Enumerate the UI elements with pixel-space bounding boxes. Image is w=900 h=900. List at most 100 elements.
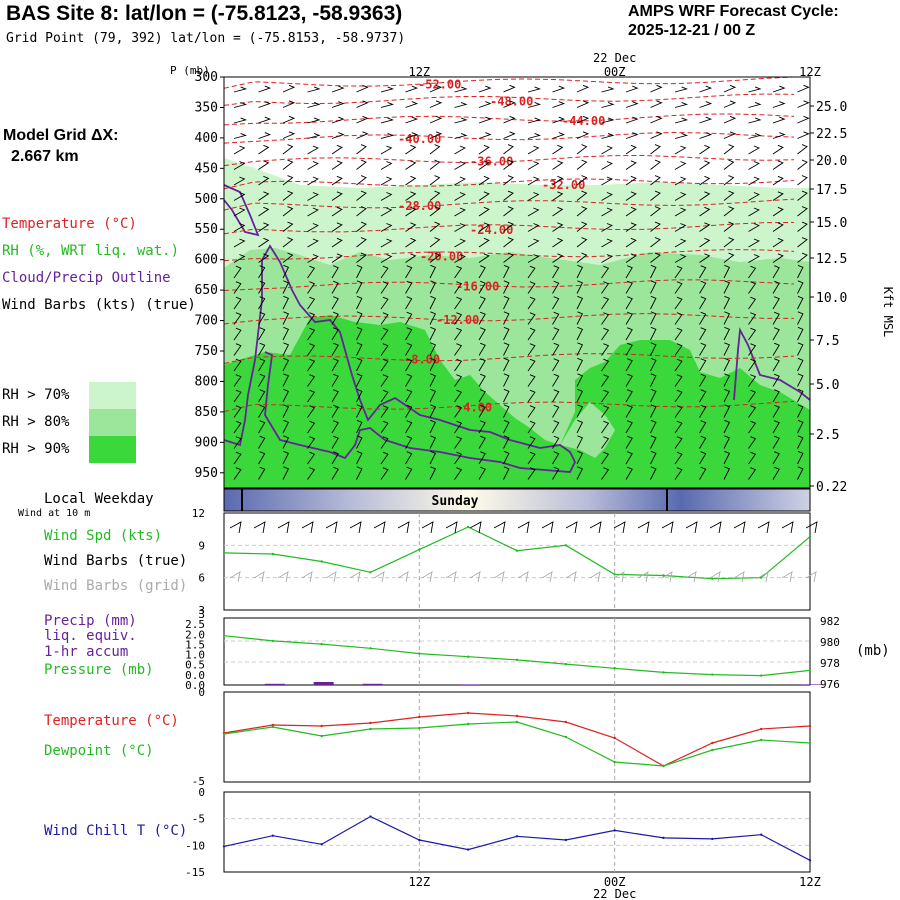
wind-barb [307, 207, 319, 217]
wind-barb [405, 85, 419, 93]
wind-barb [233, 117, 248, 124]
wind-barb [454, 192, 466, 201]
wind-barb [797, 115, 810, 124]
pressure-line-point [808, 669, 812, 672]
wind-barb [723, 131, 737, 139]
pressure-axis-title: P (mb) [170, 64, 210, 77]
wind-barb [307, 161, 319, 170]
temperature-contour-line [223, 155, 795, 167]
wind-barb [552, 222, 564, 232]
temperature-line-point [466, 711, 470, 715]
wind-barb [699, 420, 707, 434]
wind-barb [772, 222, 784, 232]
wind-barb [258, 85, 272, 93]
surface-wind-barb-grid [373, 571, 385, 583]
surface-wind-barb-grid [253, 571, 265, 583]
wind-barb [748, 312, 757, 325]
temperature-contour-label: -8.00 [404, 353, 440, 367]
wind-barb [307, 145, 319, 155]
wind-barb [478, 296, 486, 310]
wind-barb [650, 419, 657, 434]
wind-barb [723, 115, 737, 124]
wind-barb [233, 86, 248, 93]
wind-barb [772, 237, 784, 248]
wind-barb [233, 420, 242, 434]
wind-barb [699, 342, 707, 356]
wind-speed-line-point [466, 525, 470, 529]
precip-bar [313, 682, 334, 685]
wind-barb [282, 326, 290, 341]
wind-barb [748, 296, 757, 310]
wind-barb [454, 145, 466, 155]
wind-barb [405, 389, 413, 403]
surface-wind-barb-true [709, 521, 722, 534]
legend-wind-speed: Wind Spd (kts) [44, 528, 163, 544]
wind-barb [625, 311, 633, 325]
wind-barb [405, 280, 413, 294]
wind-barb [405, 160, 417, 170]
wind-barb [552, 206, 564, 217]
surface-wind-barb-grid [565, 571, 577, 583]
wind-barb [503, 342, 510, 356]
wind-barb [356, 264, 363, 279]
wind-barb [429, 190, 441, 201]
forecast-cycle-label: AMPS WRF Forecast Cycle: [628, 3, 839, 20]
wind-barb [748, 132, 762, 139]
wind-barb [405, 420, 413, 434]
pressure-line-point [564, 662, 568, 666]
pressure-tick-right: 976 [820, 678, 840, 691]
wind-barb [625, 265, 633, 279]
model-grid-label: Model Grid ΔX: [3, 127, 119, 144]
precip-tick: 3 [198, 608, 205, 621]
wind-barb [576, 175, 588, 186]
surface-wind-barb-grid [733, 571, 745, 583]
precip-tick: 0.0 [185, 679, 205, 692]
wind-chill-line-point [662, 836, 665, 840]
wind-barb [674, 296, 683, 310]
wind-barb [748, 374, 757, 387]
wind-barb [503, 311, 510, 325]
temperature-line-point [759, 727, 763, 731]
surface-wind-barb-grid [757, 571, 769, 583]
wind-barb [380, 117, 395, 124]
wind-barb [380, 207, 393, 217]
wind-barb [625, 296, 633, 310]
wind-barb [258, 191, 270, 201]
wind-barb [772, 175, 784, 186]
wind-barb [674, 161, 687, 170]
surface-wind-barb-true [373, 521, 386, 534]
pressure-tick: 500 [195, 192, 218, 207]
wind-barb [478, 237, 490, 248]
wind-barb [331, 327, 339, 341]
panel-frame [223, 617, 811, 686]
wind-barb [748, 192, 760, 201]
wind-barb [405, 175, 417, 186]
height-tick: 12.5 [816, 252, 847, 267]
temperature-contour-label: -36.00 [470, 155, 513, 169]
wind-barb [797, 206, 808, 217]
precip-bar [264, 683, 285, 685]
wind-barb [380, 176, 393, 186]
wind-barb [429, 388, 437, 403]
wind-chill-line-point [369, 815, 372, 818]
wind-barb [258, 160, 270, 170]
wind-barb [552, 358, 560, 372]
wind-barb [601, 467, 610, 480]
precip-bar [802, 684, 822, 685]
wind-barb [258, 253, 270, 263]
wind-barb [772, 265, 780, 279]
wind-barb [625, 342, 633, 356]
wind-barb [748, 238, 760, 248]
dewpoint-line-point [759, 738, 763, 742]
dewpoint-line-point [271, 725, 275, 729]
wind-barb [552, 116, 566, 124]
wind-speed-tick: 12 [192, 507, 205, 520]
wind-barb [625, 280, 633, 294]
wind-barb [625, 327, 633, 341]
wind-barb [797, 435, 804, 449]
surface-wind-barb-true [493, 521, 506, 534]
wind-barb [503, 466, 510, 480]
wind-barb [233, 281, 242, 294]
wind-barb [258, 132, 272, 139]
